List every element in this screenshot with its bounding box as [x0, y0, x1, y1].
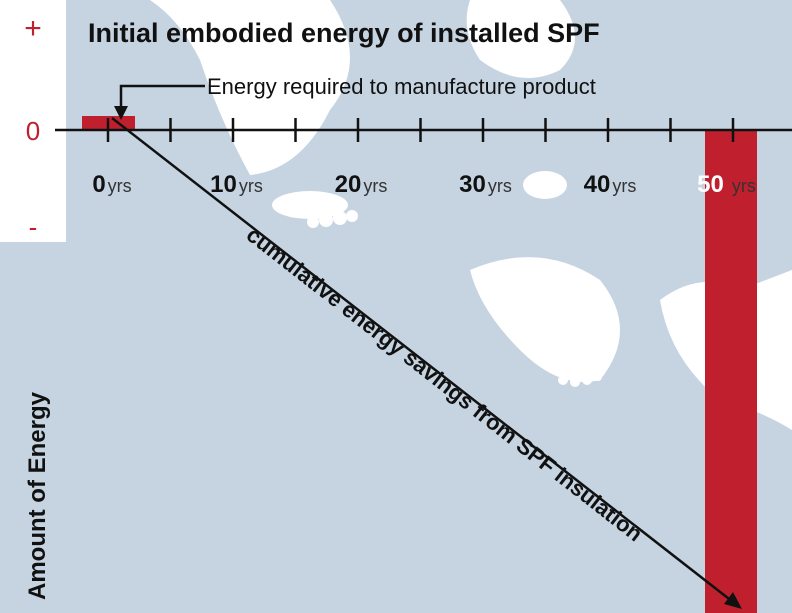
savings-bar — [705, 130, 757, 613]
tick-label: 0 yrs — [92, 171, 131, 198]
savings-arrow — [111, 117, 734, 603]
tick-label: 50 yrs — [697, 171, 756, 198]
callout-arrowhead — [114, 106, 128, 120]
plus-label: + — [24, 12, 42, 45]
tick-number: 20 — [335, 171, 362, 198]
callout-line — [119, 84, 205, 112]
tick-unit: yrs — [488, 176, 512, 196]
callout-text: Energy required to manufacture product — [207, 74, 596, 99]
tick-unit: yrs — [108, 176, 132, 196]
tick-number: 0 — [92, 171, 105, 198]
tick-number: 10 — [210, 171, 237, 198]
axis-panel — [0, 0, 66, 242]
axis-label: Amount of Energy — [24, 391, 51, 600]
savings-arrowhead — [724, 592, 742, 609]
tick-number: 40 — [584, 171, 611, 198]
tick-number: 30 — [459, 171, 486, 198]
tick-unit: yrs — [363, 176, 387, 196]
tick-unit: yrs — [732, 176, 756, 196]
tick-marks — [106, 118, 735, 142]
tick-number: 50 — [697, 171, 724, 198]
tick-unit: yrs — [612, 176, 636, 196]
tick-label: 20 yrs — [335, 171, 388, 198]
tick-label: 40 yrs — [584, 171, 637, 198]
zero-label: 0 — [26, 116, 40, 146]
tick-label: 30 yrs — [459, 171, 512, 198]
minus-label: - — [29, 212, 38, 242]
tick-unit: yrs — [239, 176, 263, 196]
title: Initial embodied energy of installed SPF — [88, 18, 600, 48]
tick-label: 10 yrs — [210, 171, 263, 198]
